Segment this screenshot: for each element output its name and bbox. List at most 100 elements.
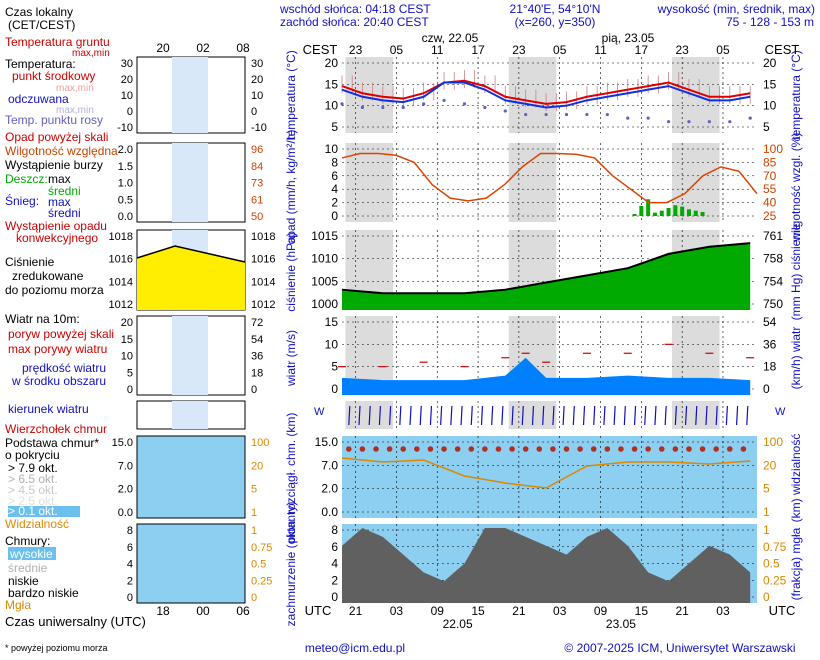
- wind-arrow: [552, 405, 555, 426]
- legend-tick-left: 1.5: [118, 161, 133, 173]
- top-hour-ticks: 23 05 11 17 23 05 11 17 23 05: [349, 43, 730, 57]
- ticks-wind: 15 54 10 36 5 18 0 0: [325, 315, 777, 396]
- wind-arrow: [654, 405, 657, 426]
- y-tick-right: 20: [763, 56, 777, 70]
- footer-copyright: © 2007-2025 ICM, Uniwersytet Warszawski: [564, 641, 795, 655]
- y-tick-right: 5: [763, 482, 770, 496]
- cloud-top-dot: [631, 446, 638, 452]
- low-label: niskie: [8, 574, 39, 588]
- local-time-sub: (CET/CEST): [8, 18, 75, 32]
- y-tick-right: 15: [763, 77, 777, 91]
- wind-arrow: [409, 405, 412, 426]
- legend-labels: Czas lokalny (CET/CEST) Temperatura grun…: [5, 5, 146, 653]
- snow-mean-label: średni: [48, 206, 81, 220]
- footer-email[interactable]: meteo@icm.edu.pl: [305, 641, 405, 655]
- cloud-top-dot: [740, 446, 747, 452]
- rain-bar: [639, 205, 644, 216]
- cloud-top-dot: [400, 446, 407, 452]
- rain-bar: [686, 209, 691, 216]
- y-tick-right: 758: [763, 252, 783, 266]
- okt5-bg: [8, 506, 80, 517]
- y-tick-right: 18: [763, 360, 777, 374]
- cloud-top-dot: [468, 446, 475, 452]
- legend-night: [172, 316, 208, 395]
- legend-tick-right: 0.75: [251, 542, 272, 554]
- bottom-tick: 15: [635, 604, 649, 618]
- y-tick-left: 20: [325, 56, 339, 70]
- fog-label: Mgła: [5, 598, 31, 612]
- bottom-date: 22.05: [443, 617, 473, 631]
- y-tick-right: 100: [763, 142, 783, 156]
- mid-maxmin: max,min: [56, 83, 94, 94]
- bottom-tick: 21: [349, 604, 363, 618]
- wind-arrow: [470, 405, 473, 426]
- rain-bar: [680, 206, 685, 216]
- wind-arrow: [419, 405, 422, 426]
- okt3-label: > 4.5 okt.: [8, 483, 58, 497]
- wind-arrow: [644, 405, 647, 426]
- wind-arrow: [399, 405, 402, 426]
- top-tick: 17: [635, 43, 649, 57]
- day2-label: pią, 23.05: [602, 31, 655, 45]
- legend-tick-left: 8: [127, 525, 133, 537]
- y-tick-right: 1: [763, 523, 770, 537]
- cloud-top-dot: [427, 446, 434, 452]
- wind-arrow: [746, 405, 749, 426]
- y-tick-right: 0: [763, 590, 770, 604]
- dew-point-dot: [728, 120, 732, 124]
- y-tick-right: 0: [763, 382, 770, 396]
- legend-tick-left: 0.5: [118, 194, 133, 206]
- conv-label2: konwekcyjnego: [16, 231, 98, 245]
- legend-panel: 8 1 6 0.75 4 0.5 2 0.25 0 0: [127, 523, 272, 604]
- temperature-label: Temperatura:: [5, 57, 76, 71]
- legend-tick-right: 0: [251, 106, 257, 118]
- bottom-tick: 21: [512, 604, 526, 618]
- dew-point-dot: [626, 116, 630, 120]
- cloud-top-dot: [550, 446, 556, 452]
- legend-tick-left: 30: [121, 58, 133, 70]
- fog-ylabel: (frakcja) mgła: [789, 527, 803, 600]
- cloud-base-label: Podstawa chmur*: [5, 436, 99, 450]
- y-tick-left: 1000: [311, 297, 338, 311]
- wind-arrow: [542, 405, 545, 426]
- legend-tick-left: 1.0: [118, 178, 133, 190]
- rain-bar: [646, 199, 651, 216]
- legend-tick-left: 0: [127, 592, 133, 604]
- ticks-rain: 10 100 8 85 6 70 4 55 2 40 0 25: [325, 142, 784, 223]
- cloud-top-dot: [359, 446, 366, 452]
- cloud-top-dot: [645, 446, 651, 452]
- dew-point-dot: [646, 116, 650, 120]
- dew-point-dot: [707, 120, 711, 124]
- y-tick-right: 85: [763, 155, 777, 169]
- wind-arrow: [603, 405, 606, 426]
- legend-tick-left: 0: [127, 384, 133, 396]
- rain-max-label: max: [48, 172, 71, 186]
- rain-label: Deszcz:: [5, 172, 48, 186]
- y-tick-right: 1: [763, 505, 770, 519]
- wind-dir-label: kierunek wiatru: [8, 402, 89, 416]
- cloud-base-label2: o pokryciu: [5, 448, 60, 462]
- vis-ylabel: (km) widzialność: [789, 434, 803, 523]
- wind-arrow: [480, 405, 484, 426]
- legend-bottom-tick: 00: [196, 604, 210, 618]
- bottom-date: 23.05: [606, 617, 636, 631]
- soil-temp-label: Temperatura gruntu: [5, 35, 110, 49]
- y-axis-labels: temperatura (°C) opad (mm/h, kg/m²/h) wi…: [284, 50, 803, 626]
- cloud-top-dot: [454, 446, 461, 452]
- y-tick-left: 10: [325, 337, 339, 351]
- y-tick-left: 1010: [311, 252, 338, 266]
- dew-point-dot: [564, 112, 569, 117]
- legend-top-tick: 02: [196, 41, 210, 55]
- night-band: [508, 57, 557, 133]
- elevation-values: 75 - 128 - 153 m: [726, 15, 814, 29]
- y-tick-left: 6: [331, 169, 338, 183]
- y-tick-left: 15: [325, 77, 339, 91]
- rain-bar: [700, 211, 705, 216]
- top-tick: 23: [512, 43, 526, 57]
- utc-label: Czas uniwersalny (UTC): [5, 614, 146, 629]
- pressure-label1: Ciśnienie: [5, 255, 55, 269]
- top-tick: 05: [390, 43, 404, 57]
- legend-tick-right: 1016: [251, 254, 275, 266]
- y-tick-right: 0.25: [763, 573, 787, 587]
